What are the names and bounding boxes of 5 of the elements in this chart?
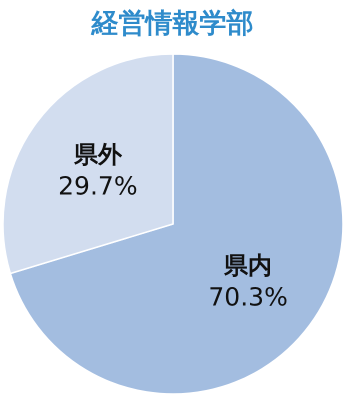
data-label: 29.7% <box>58 171 138 200</box>
slice-label: 県外 <box>72 140 123 168</box>
data-label: 70.3% <box>208 282 288 312</box>
chart-title: 経営情報学部 <box>90 8 254 39</box>
slice-label: 県内 <box>223 252 272 280</box>
